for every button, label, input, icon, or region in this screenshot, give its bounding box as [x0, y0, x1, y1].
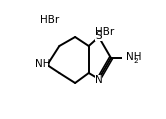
- Text: S: S: [95, 31, 102, 41]
- Text: NH: NH: [126, 52, 141, 62]
- Text: HBr: HBr: [95, 27, 114, 37]
- Bar: [95, 75, 102, 83]
- Text: HBr: HBr: [40, 15, 59, 25]
- Bar: [37, 61, 48, 69]
- Text: N: N: [95, 75, 103, 85]
- Bar: [95, 33, 102, 41]
- Text: NH: NH: [35, 59, 50, 69]
- Text: 2: 2: [133, 58, 138, 64]
- Bar: [122, 54, 134, 62]
